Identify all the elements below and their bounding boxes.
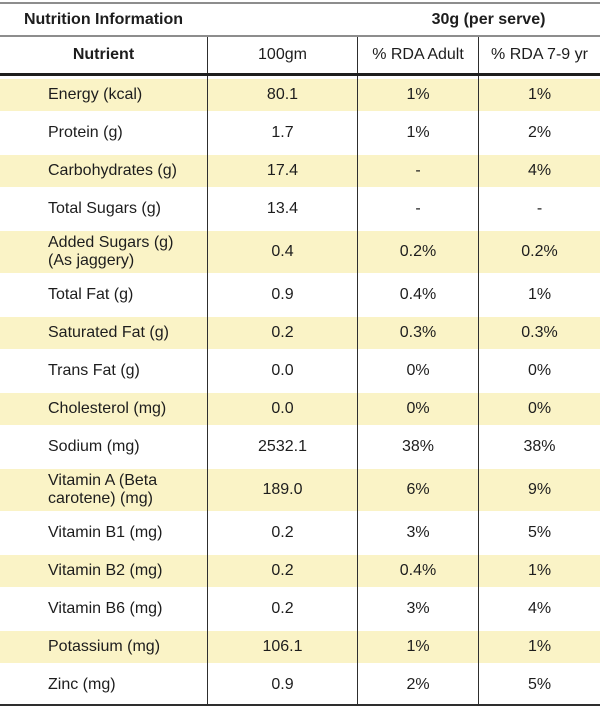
nutrient-name: Potassium (mg) <box>48 637 161 655</box>
table-row: Saturated Fat (g) 0.2 0.3% 0.3% <box>0 314 600 352</box>
value-rda-7-9yr: 38% <box>478 428 600 466</box>
value-per-100g: 0.4 <box>207 228 357 276</box>
table-row: Sodium (mg) 2532.1 38% 38% <box>0 428 600 466</box>
divider-under-headers <box>0 73 600 76</box>
value-rda-adult: 0% <box>357 390 478 428</box>
table-title: Nutrition Information <box>23 10 184 28</box>
nutrient-name: Added Sugars (g) (As jaggery) <box>48 233 174 269</box>
value-rda-7-9yr: - <box>478 190 600 228</box>
nutrient-name: Saturated Fat (g) <box>48 323 169 341</box>
value-per-100g: 0.9 <box>207 276 357 314</box>
value-rda-adult: 3% <box>357 590 478 628</box>
value-rda-7-9yr: 0.3% <box>478 314 600 352</box>
value-per-100g: 106.1 <box>207 628 357 666</box>
nutrient-name: Vitamin B1 (mg) <box>48 523 163 541</box>
column-header-rda-7-9yr: % RDA 7-9 yr <box>478 37 600 73</box>
value-per-100g: 0.0 <box>207 352 357 390</box>
value-rda-7-9yr: 0.2% <box>478 228 600 276</box>
table-row: Trans Fat (g) 0.0 0% 0% <box>0 352 600 390</box>
column-header-nutrient: Nutrient <box>72 46 135 63</box>
value-rda-7-9yr: 1% <box>478 552 600 590</box>
column-header-row: Nutrient 100gm % RDA Adult % RDA 7-9 yr <box>0 37 600 73</box>
table-row: Protein (g) 1.7 1% 2% <box>0 114 600 152</box>
value-per-100g: 0.2 <box>207 314 357 352</box>
value-per-100g: 0.2 <box>207 514 357 552</box>
value-rda-adult: 0.4% <box>357 552 478 590</box>
divider-bottom <box>0 704 600 706</box>
table-row: Cholesterol (mg) 0.0 0% 0% <box>0 390 600 428</box>
value-per-100g: 0.2 <box>207 590 357 628</box>
table-title-row: Nutrition Information 30g (per serve) <box>0 4 600 35</box>
nutrient-name: Total Fat (g) <box>48 285 134 303</box>
value-rda-adult: 0% <box>357 352 478 390</box>
divider-top <box>0 2 600 4</box>
value-rda-adult: - <box>357 190 478 228</box>
nutrient-name: Carbohydrates (g) <box>48 161 177 179</box>
value-per-100g: 0.2 <box>207 552 357 590</box>
table-row: Vitamin B1 (mg) 0.2 3% 5% <box>0 514 600 552</box>
value-per-100g: 0.0 <box>207 390 357 428</box>
value-rda-adult: 6% <box>357 466 478 514</box>
value-rda-adult: 38% <box>357 428 478 466</box>
value-rda-adult: 1% <box>357 76 478 114</box>
value-rda-7-9yr: 9% <box>478 466 600 514</box>
value-rda-adult: - <box>357 152 478 190</box>
value-rda-7-9yr: 5% <box>478 666 600 704</box>
value-rda-7-9yr: 2% <box>478 114 600 152</box>
nutrient-name: Trans Fat (g) <box>48 361 140 379</box>
value-per-100g: 13.4 <box>207 190 357 228</box>
value-rda-adult: 0.2% <box>357 228 478 276</box>
value-per-100g: 0.9 <box>207 666 357 704</box>
value-per-100g: 17.4 <box>207 152 357 190</box>
nutrient-name: Vitamin A (Beta carotene) (mg) <box>48 471 158 507</box>
nutrient-name: Vitamin B2 (mg) <box>48 561 163 579</box>
nutrient-name: Protein (g) <box>48 123 123 141</box>
nutrient-name: Total Sugars (g) <box>48 199 161 217</box>
table-row: Vitamin B2 (mg) 0.2 0.4% 1% <box>0 552 600 590</box>
nutrient-name: Zinc (mg) <box>48 675 116 693</box>
value-rda-7-9yr: 5% <box>478 514 600 552</box>
value-rda-7-9yr: 0% <box>478 352 600 390</box>
value-per-100g: 1.7 <box>207 114 357 152</box>
value-per-100g: 189.0 <box>207 466 357 514</box>
value-rda-adult: 3% <box>357 514 478 552</box>
table-row: Potassium (mg) 106.1 1% 1% <box>0 628 600 666</box>
table-row: Total Fat (g) 0.9 0.4% 1% <box>0 276 600 314</box>
nutrient-name: Vitamin B6 (mg) <box>48 599 163 617</box>
table-row: Zinc (mg) 0.9 2% 5% <box>0 666 600 704</box>
nutrient-name: Energy (kcal) <box>48 85 143 103</box>
nutrient-name: Cholesterol (mg) <box>48 399 167 417</box>
value-rda-7-9yr: 0% <box>478 390 600 428</box>
column-header-rda-adult: % RDA Adult <box>357 37 478 73</box>
table-body: Energy (kcal) 80.1 1% 1% Protein (g) 1.7 1% 2% C… <box>0 76 600 704</box>
table-row: Total Sugars (g) 13.4- - <box>0 190 600 228</box>
table-row: Added Sugars (g) (As jaggery) 0.4 0.2% 0.2% <box>0 228 600 276</box>
nutrient-name: Sodium (mg) <box>48 437 140 455</box>
value-rda-adult: 1% <box>357 114 478 152</box>
table-row: Vitamin A (Beta carotene) (mg) 189.0 6% 9% <box>0 466 600 514</box>
table-row: Vitamin B6 (mg) 0.2 3% 4% <box>0 590 600 628</box>
value-rda-adult: 0.4% <box>357 276 478 314</box>
value-rda-adult: 1% <box>357 628 478 666</box>
column-header-100gm: 100gm <box>207 37 357 73</box>
value-per-100g: 80.1 <box>207 76 357 114</box>
value-rda-7-9yr: 1% <box>478 628 600 666</box>
divider-under-title <box>0 35 600 37</box>
value-rda-adult: 2% <box>357 666 478 704</box>
value-rda-adult: 0.3% <box>357 314 478 352</box>
value-per-100g: 2532.1 <box>207 428 357 466</box>
value-rda-7-9yr: 4% <box>478 590 600 628</box>
value-rda-7-9yr: 1% <box>478 76 600 114</box>
table-row: Carbohydrates (g) 17.4-4% <box>0 152 600 190</box>
value-rda-7-9yr: 1% <box>478 276 600 314</box>
value-rda-7-9yr: 4% <box>478 152 600 190</box>
table-row: Energy (kcal) 80.1 1% 1% <box>0 76 600 114</box>
serving-size-label: 30g (per serve) <box>431 10 546 28</box>
